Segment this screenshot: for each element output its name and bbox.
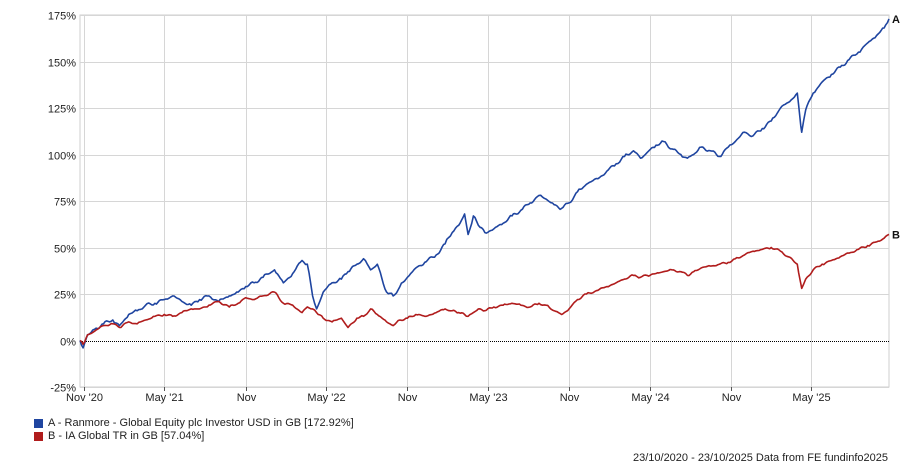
date-range-source-note: 23/10/2020 - 23/10/2025 Data from FE fun…	[632, 452, 888, 464]
series-end-label-a: A	[892, 14, 900, 26]
x-tick-label: Nov	[722, 392, 742, 404]
y-tick-label: 50%	[54, 244, 76, 256]
x-tick-label: Nov '20	[66, 392, 103, 404]
legend-item-a: A - Ranmore - Global Equity plc Investor…	[34, 417, 354, 430]
x-tick-label: May '23	[469, 392, 507, 404]
legend: A - Ranmore - Global Equity plc Investor…	[34, 417, 354, 443]
x-tick-label: Nov	[560, 392, 580, 404]
y-tick-label: 25%	[54, 290, 76, 302]
x-tick-label: May '22	[307, 392, 345, 404]
legend-label-a: A - Ranmore - Global Equity plc Investor…	[48, 417, 354, 429]
y-tick-label: 75%	[54, 197, 76, 209]
y-tick-label: 175%	[48, 11, 76, 23]
y-tick-label: 150%	[48, 58, 76, 70]
y-tick-label: -25%	[50, 383, 76, 395]
series-lines	[79, 18, 890, 349]
series-line-b	[79, 233, 890, 345]
legend-swatch-a	[34, 419, 43, 428]
gridlines	[79, 14, 890, 388]
axes: -25% 0% 25% 50% 75% 100% 125% 150% 175% Nov '20 Ma…	[48, 11, 831, 405]
x-tick-label: Nov	[237, 392, 257, 404]
legend-item-b: B - IA Global TR in GB [57.04%]	[34, 430, 354, 443]
y-tick-label: 0%	[60, 337, 76, 349]
legend-swatch-b	[34, 432, 43, 441]
y-tick-label: 100%	[48, 151, 76, 163]
legend-label-b: B - IA Global TR in GB [57.04%]	[48, 430, 205, 442]
x-tick-label: Nov	[398, 392, 418, 404]
series-line-a	[79, 18, 890, 349]
x-tick-label: May '21	[145, 392, 183, 404]
y-tick-label: 125%	[48, 104, 76, 116]
x-tick-label: May '25	[792, 392, 830, 404]
x-tick-label: May '24	[631, 392, 669, 404]
series-end-label-b: B	[892, 229, 900, 241]
series-end-labels: AB	[892, 14, 900, 242]
